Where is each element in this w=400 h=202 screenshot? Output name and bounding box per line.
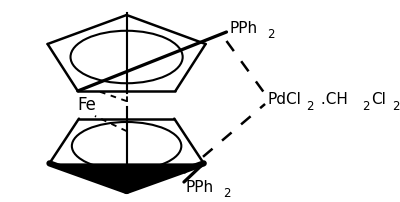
Text: PPh: PPh [186, 180, 214, 195]
Text: 2: 2 [362, 99, 370, 112]
Text: Cl: Cl [371, 92, 386, 107]
Text: 2: 2 [267, 27, 274, 40]
Text: 2: 2 [306, 99, 314, 112]
Text: .CH: .CH [316, 92, 348, 107]
Text: Fe: Fe [78, 96, 96, 114]
Text: 2: 2 [392, 99, 399, 112]
Polygon shape [50, 164, 204, 191]
Text: PPh: PPh [230, 20, 258, 35]
Text: PdCl: PdCl [267, 92, 301, 107]
Text: 2: 2 [224, 187, 231, 200]
